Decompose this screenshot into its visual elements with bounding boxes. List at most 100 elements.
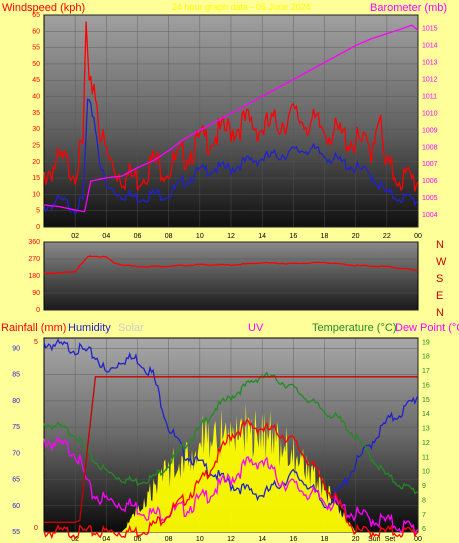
humidity-tick-label: 90 xyxy=(12,345,20,352)
humidity-time-tick-label: 12 xyxy=(227,536,235,543)
humidity-time-tick-label: 00 xyxy=(414,536,422,543)
wind-time-tick-label: 12 xyxy=(227,233,235,240)
barometer-tick-label: 1004 xyxy=(422,212,438,219)
temperature-line xyxy=(43,371,419,495)
compass-w-label: W xyxy=(436,256,447,268)
temperature-tick-label: 15 xyxy=(422,397,430,404)
humidity-time-ticks: 02 04 06 08 10 12 14 16 18 20 Sun Set 00 xyxy=(71,536,422,543)
temperature-tick-label: 6 xyxy=(422,526,426,533)
wind-time-tick-label: 10 xyxy=(196,233,204,240)
barometer-axis-label: Barometer (mb) xyxy=(370,2,447,14)
barometer-tick-label: 1012 xyxy=(422,76,438,83)
direction-tick-label: 0 xyxy=(36,307,40,314)
wind-time-tick-label: 18 xyxy=(321,233,329,240)
windspeed-tick-label: 45 xyxy=(32,77,40,84)
temperature-tick-label: 19 xyxy=(422,339,430,346)
humidity-tick-label: 60 xyxy=(12,503,20,510)
wind-series xyxy=(43,21,419,216)
windspeed-ticks: 0 5 10 15 20 25 30 35 40 45 50 55 60 65 xyxy=(32,12,40,231)
solar-area xyxy=(121,402,356,532)
wind-time-tick-label: 08 xyxy=(165,233,173,240)
windspeed-tick-label: 10 xyxy=(32,191,40,198)
temperature-tick-label: 8 xyxy=(422,497,426,504)
direction-series xyxy=(43,255,419,275)
gust-line xyxy=(43,98,419,216)
temperature-tick-label: 17 xyxy=(422,368,430,375)
humidity-time-tick-label: 06 xyxy=(134,536,142,543)
solar-area-shape xyxy=(121,402,356,532)
dewpoint-legend: Dew Point (°C) xyxy=(395,322,459,334)
barometer-tick-label: 1005 xyxy=(422,195,438,202)
wind-time-tick-label: 02 xyxy=(71,233,79,240)
rainfall-tick-label: 0 xyxy=(34,525,38,532)
direction-gridlines xyxy=(44,241,418,311)
humidity-time-tick-label: 14 xyxy=(258,536,266,543)
temperature-tick-label: 12 xyxy=(422,440,430,447)
barometer-tick-label: 1009 xyxy=(422,127,438,134)
temperature-tick-label: 9 xyxy=(422,483,426,490)
uv-legend: UV xyxy=(248,322,264,334)
windspeed-tick-label: 15 xyxy=(32,175,40,182)
temperature-tick-label: 16 xyxy=(422,382,430,389)
temperature-ticks: 6 7 8 9 10 11 12 13 14 15 16 17 18 19 xyxy=(422,339,430,533)
wind-time-tick-label: 16 xyxy=(289,233,297,240)
dewpoint-line xyxy=(43,435,419,537)
temperature-tick-label: 18 xyxy=(422,354,430,361)
barometer-tick-label: 1013 xyxy=(422,59,438,66)
windspeed-axis-label: Windspeed (kph) xyxy=(2,2,85,14)
wind-time-tick-label: 06 xyxy=(134,233,142,240)
humidity-tick-label: 55 xyxy=(12,529,20,536)
compass-n-label: N xyxy=(436,307,444,319)
direction-ticks: 0 90 180 270 360 xyxy=(28,239,40,314)
temperature-legend: Temperature (°C) xyxy=(312,322,396,334)
humidity-time-tick-label: 18 xyxy=(321,536,329,543)
windspeed-tick-label: 35 xyxy=(32,110,40,117)
wind-time-tick-label: 04 xyxy=(102,233,110,240)
uv-line xyxy=(43,419,419,540)
windspeed-tick-label: 50 xyxy=(32,61,40,68)
temperature-tick-label: 13 xyxy=(422,426,430,433)
direction-tick-label: 180 xyxy=(28,273,40,280)
wind-time-ticks: 02 04 06 08 10 12 14 16 18 20 22 00 xyxy=(71,233,422,240)
solar-legend: Solar xyxy=(118,322,144,334)
temperature-tick-label: 11 xyxy=(422,454,429,461)
rainfall-ticks: 50 xyxy=(34,339,38,532)
temperature-tick-label: 7 xyxy=(422,512,426,519)
chart-title: 24 hour graph data - 05 June 2024 xyxy=(172,2,311,12)
barometer-tick-label: 1014 xyxy=(422,43,438,50)
humidity-tick-label: 70 xyxy=(12,450,20,457)
barometer-tick-label: 1011 xyxy=(422,93,437,100)
wind-time-tick-label: 00 xyxy=(414,233,422,240)
humidity-time-tick-label: 02 xyxy=(71,536,79,543)
windspeed-tick-label: 60 xyxy=(32,28,40,35)
barometer-tick-label: 1010 xyxy=(422,110,438,117)
wind-time-tick-label: 22 xyxy=(383,233,391,240)
barometer-ticks: 1004 1005 1006 1007 1008 1009 1010 1011 1012 1013… xyxy=(422,26,438,220)
direction-line xyxy=(43,255,419,275)
humidity-time-tick-label: 16 xyxy=(289,536,297,543)
barometer-line xyxy=(43,24,419,213)
barometer-tick-label: 1007 xyxy=(422,161,438,168)
direction-tick-label: 90 xyxy=(32,290,40,297)
humidity-time-tick-label: Set xyxy=(385,536,396,543)
windspeed-tick-label: 40 xyxy=(32,94,40,101)
windspeed-tick-label: 65 xyxy=(32,12,40,19)
humidity-tick-label: 85 xyxy=(12,372,20,379)
humidity-series xyxy=(43,338,419,540)
humidity-time-tick-label: 04 xyxy=(102,536,110,543)
wind-time-tick-label: 20 xyxy=(352,233,360,240)
humidity-time-tick-label: 08 xyxy=(165,536,173,543)
rainfall-tick-label: 5 xyxy=(34,339,38,346)
windspeed-tick-label: 25 xyxy=(32,142,40,149)
windspeed-line xyxy=(43,21,419,192)
rainfall-line xyxy=(44,376,418,523)
compass-s-label: S xyxy=(436,273,443,285)
windspeed-tick-label: 20 xyxy=(32,159,40,166)
temperature-tick-label: 10 xyxy=(422,469,430,476)
humidity-legend: Humidity xyxy=(68,322,111,334)
humidity-tick-label: 75 xyxy=(12,424,20,431)
direction-tick-label: 270 xyxy=(28,256,40,263)
windspeed-tick-label: 0 xyxy=(36,224,40,231)
